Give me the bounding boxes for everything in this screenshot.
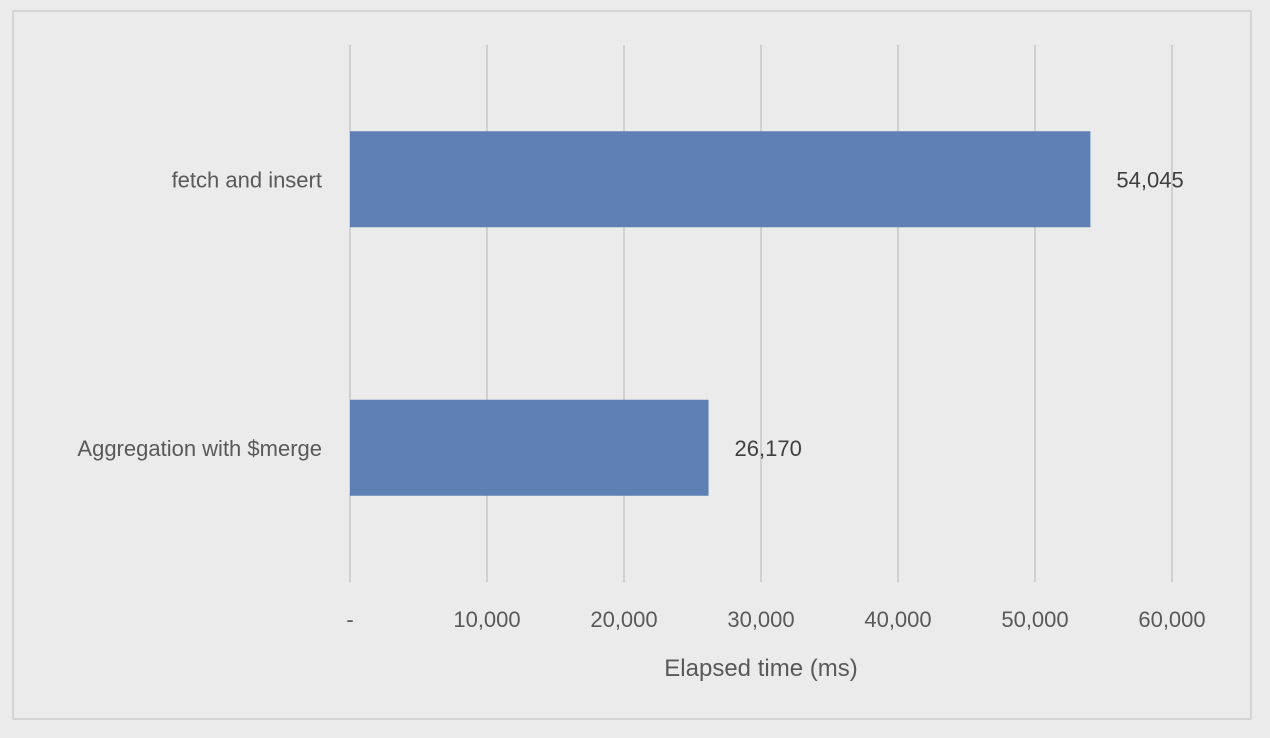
x-tick-label: 60,000 bbox=[1138, 607, 1205, 632]
data-label: 26,170 bbox=[735, 436, 802, 461]
x-axis-title: Elapsed time (ms) bbox=[664, 655, 857, 682]
bar bbox=[350, 399, 709, 496]
category-label: fetch and insert bbox=[172, 167, 322, 192]
category-label: Aggregation with $merge bbox=[77, 436, 322, 461]
bar bbox=[350, 131, 1091, 228]
x-tick-label: 50,000 bbox=[1001, 607, 1068, 632]
x-tick-label: 30,000 bbox=[727, 607, 794, 632]
x-tick-label: 10,000 bbox=[453, 607, 520, 632]
x-tick-label: 40,000 bbox=[864, 607, 931, 632]
x-tick-label: - bbox=[346, 607, 353, 632]
gridlines bbox=[349, 45, 1173, 582]
labels: - 10,000 20,000 30,000 40,000 50,000 60,000 fet… bbox=[77, 167, 1205, 632]
bars bbox=[350, 131, 1091, 496]
chart-frame bbox=[12, 10, 1252, 720]
x-tick-label: 20,000 bbox=[590, 607, 657, 632]
data-label: 54,045 bbox=[1116, 167, 1183, 192]
